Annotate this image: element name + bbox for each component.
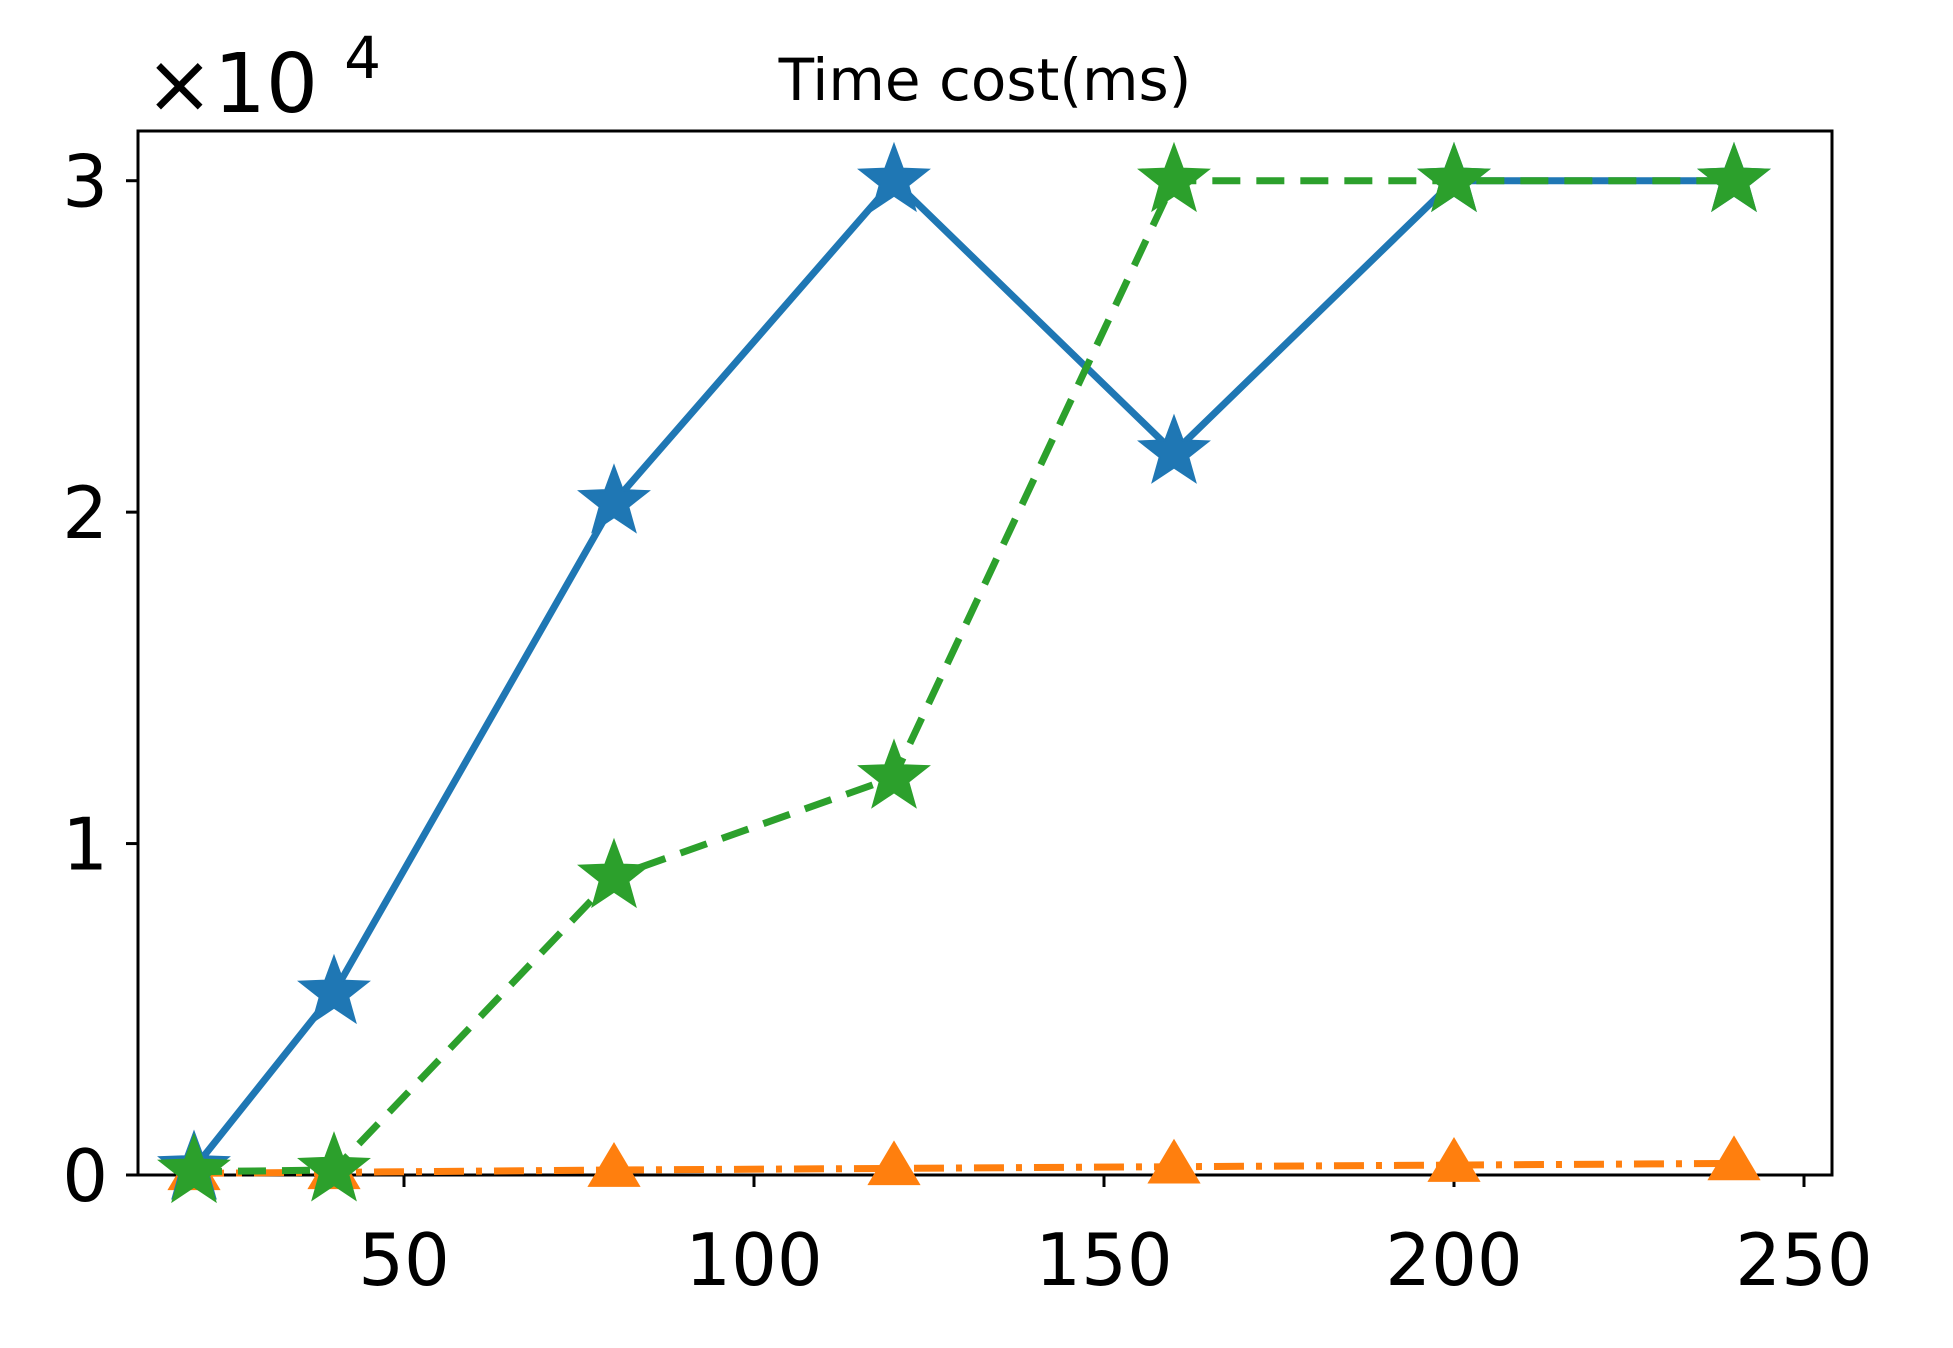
data-point-star <box>297 953 371 1025</box>
plot-frame <box>136 129 1834 1177</box>
series-line <box>193 1159 1735 1177</box>
data-point-triangle <box>867 1140 921 1186</box>
axes <box>136 129 1834 1177</box>
chart-title: Time cost(ms) <box>778 46 1192 114</box>
data-point-star <box>297 1131 371 1202</box>
x-tick-label: 100 <box>685 1218 822 1302</box>
data-point-star <box>1137 413 1211 484</box>
data-point-star <box>1137 141 1211 213</box>
series-2 <box>157 141 1771 1204</box>
series-line <box>193 177 1734 1176</box>
x-tick-label: 250 <box>1735 1218 1872 1302</box>
y-offset-exponent: 4 <box>344 24 381 92</box>
data-point-triangle <box>1147 1138 1201 1184</box>
data-point-star <box>1697 141 1771 213</box>
data-point-star <box>857 738 931 809</box>
y-offset-base: ×10 <box>145 37 318 132</box>
y-tick-label: 1 <box>62 803 108 887</box>
x-tick-label: 200 <box>1385 1218 1522 1302</box>
x-tick-label: 50 <box>358 1218 450 1302</box>
y-offset-text: ×10 4 <box>145 24 381 132</box>
series-1 <box>167 1135 1761 1191</box>
x-axis: 50 100 150 200 250 <box>358 1175 1873 1302</box>
y-tick-label: 0 <box>62 1134 108 1218</box>
data-point-triangle <box>587 1142 641 1187</box>
data-point-triangle <box>1427 1137 1481 1182</box>
y-axis: 0 1 2 3 <box>62 140 138 1218</box>
data-point-star <box>1417 141 1491 213</box>
series-layer <box>157 141 1771 1204</box>
series-line <box>191 177 1734 1171</box>
y-tick-label: 2 <box>62 471 108 555</box>
data-point-triangle <box>1707 1135 1761 1181</box>
y-tick-label: 3 <box>62 140 108 224</box>
data-point-star <box>577 837 651 909</box>
data-point-star <box>157 1132 231 1204</box>
x-tick-label: 150 <box>1035 1218 1172 1302</box>
data-point-star <box>577 463 651 534</box>
data-point-star <box>857 141 931 213</box>
series-0 <box>157 141 1771 1200</box>
